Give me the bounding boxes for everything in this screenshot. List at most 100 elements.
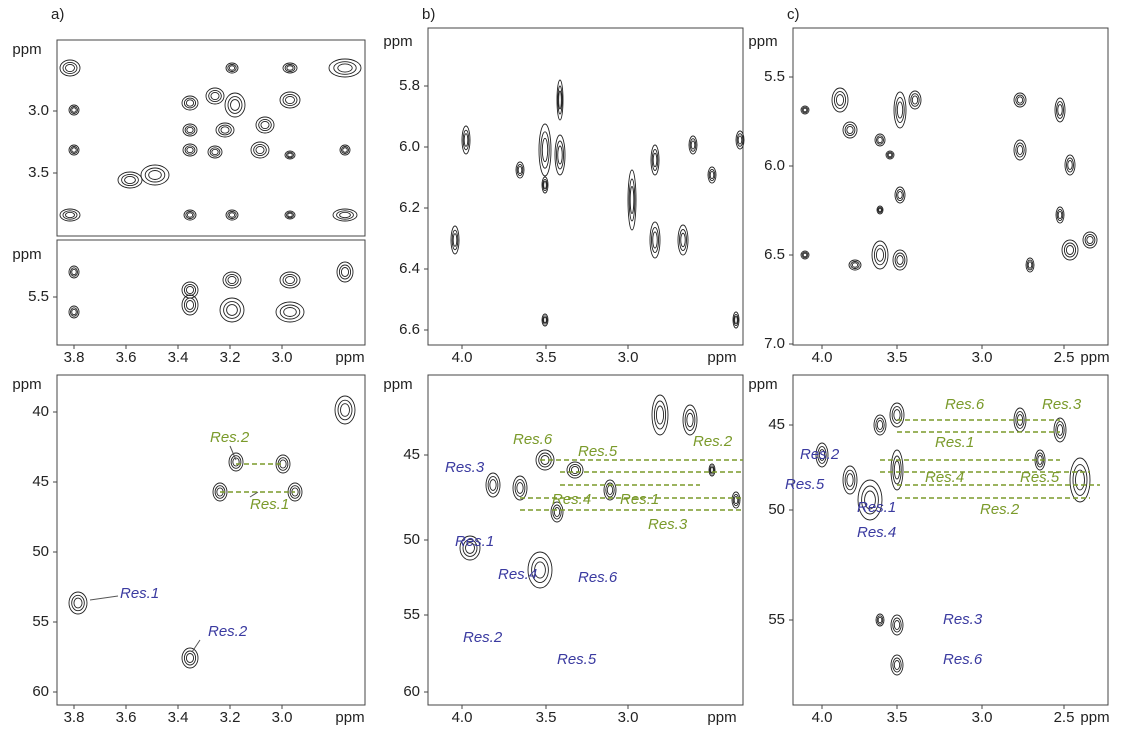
contour	[72, 309, 77, 314]
x-tick-label: 3.4	[168, 709, 189, 726]
x-tick-label: 2.5	[1054, 709, 1075, 726]
contour	[186, 301, 193, 310]
x-tick-label: 4.0	[812, 349, 833, 366]
contour	[847, 126, 853, 133]
residue-label: Res.4	[925, 469, 964, 486]
residue-label: Res.5	[785, 476, 825, 493]
x-tick-label: 3.0	[618, 349, 639, 366]
x-tick-label: 3.6	[116, 709, 137, 726]
contour	[288, 213, 293, 217]
contour	[847, 474, 853, 487]
contour	[877, 421, 882, 430]
contour	[287, 66, 293, 71]
x-tick-label: 3.0	[618, 709, 639, 726]
y-unit: ppm	[748, 33, 777, 50]
contour	[343, 148, 348, 153]
plot-frame	[57, 40, 365, 236]
y-tick-label: 6.6	[399, 321, 420, 338]
y-tick-label: 60	[403, 683, 420, 700]
contour	[186, 100, 193, 106]
y-tick-label: 40	[32, 403, 49, 420]
panel-label: a)	[51, 6, 64, 23]
contour	[231, 100, 240, 111]
contour	[72, 269, 77, 274]
contour	[1068, 161, 1073, 170]
plot-frame	[57, 240, 365, 345]
residue-label: Res.3	[445, 459, 485, 476]
contour	[803, 253, 807, 257]
contour	[228, 276, 236, 283]
contour	[876, 249, 883, 262]
contour	[691, 141, 695, 149]
residue-label: Res.5	[1020, 469, 1060, 486]
x-tick-label: 3.0	[972, 709, 993, 726]
figure: a)ppm3.03.5ppm5.53.83.63.43.23.0ppmppm40…	[0, 0, 1123, 729]
residue-label: Res.6	[513, 431, 553, 448]
x-unit: ppm	[1080, 709, 1109, 726]
contour	[879, 208, 882, 212]
residue-label: Res.2	[210, 429, 250, 446]
contour	[72, 148, 77, 153]
contour	[852, 263, 857, 268]
residue-label: Res.5	[557, 651, 597, 668]
y-unit: ppm	[383, 376, 412, 393]
contour	[224, 302, 241, 319]
residue-label: Res.5	[578, 443, 618, 460]
residue-label: Res.6	[943, 651, 983, 668]
x-unit: ppm	[707, 709, 736, 726]
contour	[187, 213, 192, 218]
contour	[149, 171, 162, 180]
residue-label: Res.2	[980, 501, 1020, 518]
y-tick-label: 6.4	[399, 260, 420, 277]
contour	[607, 486, 612, 495]
x-tick-label: 3.2	[220, 709, 241, 726]
x-tick-label: 3.0	[972, 349, 993, 366]
y-tick-label: 7.0	[764, 335, 785, 352]
residue-label: Res.1	[250, 496, 289, 513]
residue-label: Res.6	[945, 396, 985, 413]
y-tick-label: 6.5	[764, 246, 785, 263]
y-unit: ppm	[748, 376, 777, 393]
contour	[894, 410, 900, 421]
contour	[1017, 97, 1022, 103]
contour	[894, 461, 899, 479]
y-tick-label: 3.0	[28, 102, 49, 119]
x-unit: ppm	[707, 349, 736, 366]
residue-label: Res.1	[935, 434, 974, 451]
x-unit: ppm	[335, 349, 364, 366]
contour	[912, 96, 917, 104]
contour	[284, 308, 297, 317]
residue-label: Res.6	[578, 569, 618, 586]
contour	[211, 92, 219, 99]
y-unit: ppm	[12, 376, 41, 393]
contour	[1057, 425, 1062, 436]
contour	[1058, 105, 1063, 116]
y-tick-label: 45	[403, 446, 420, 463]
contour	[1017, 146, 1022, 155]
y-tick-label: 55	[32, 613, 49, 630]
contour	[518, 166, 522, 173]
y-unit: ppm	[12, 246, 41, 263]
contour	[559, 91, 562, 109]
leader-line	[90, 596, 118, 600]
contour	[630, 187, 634, 214]
contour	[186, 654, 193, 663]
y-tick-label: 50	[32, 543, 49, 560]
y-tick-label: 6.2	[399, 199, 420, 216]
x-tick-label: 4.0	[452, 709, 473, 726]
contour	[187, 147, 193, 152]
contour	[229, 213, 234, 218]
contour	[286, 276, 295, 283]
contour	[338, 64, 352, 72]
contour	[341, 404, 350, 417]
x-tick-label: 3.4	[168, 349, 189, 366]
x-tick-label: 3.0	[272, 709, 293, 726]
y-unit: ppm	[12, 41, 41, 58]
contour	[125, 176, 136, 183]
x-tick-label: 3.6	[116, 349, 137, 366]
contour	[897, 256, 903, 265]
contour	[1066, 246, 1073, 255]
residue-label: Res.3	[648, 516, 688, 533]
x-tick-label: 3.0	[272, 349, 293, 366]
contour	[558, 146, 563, 164]
